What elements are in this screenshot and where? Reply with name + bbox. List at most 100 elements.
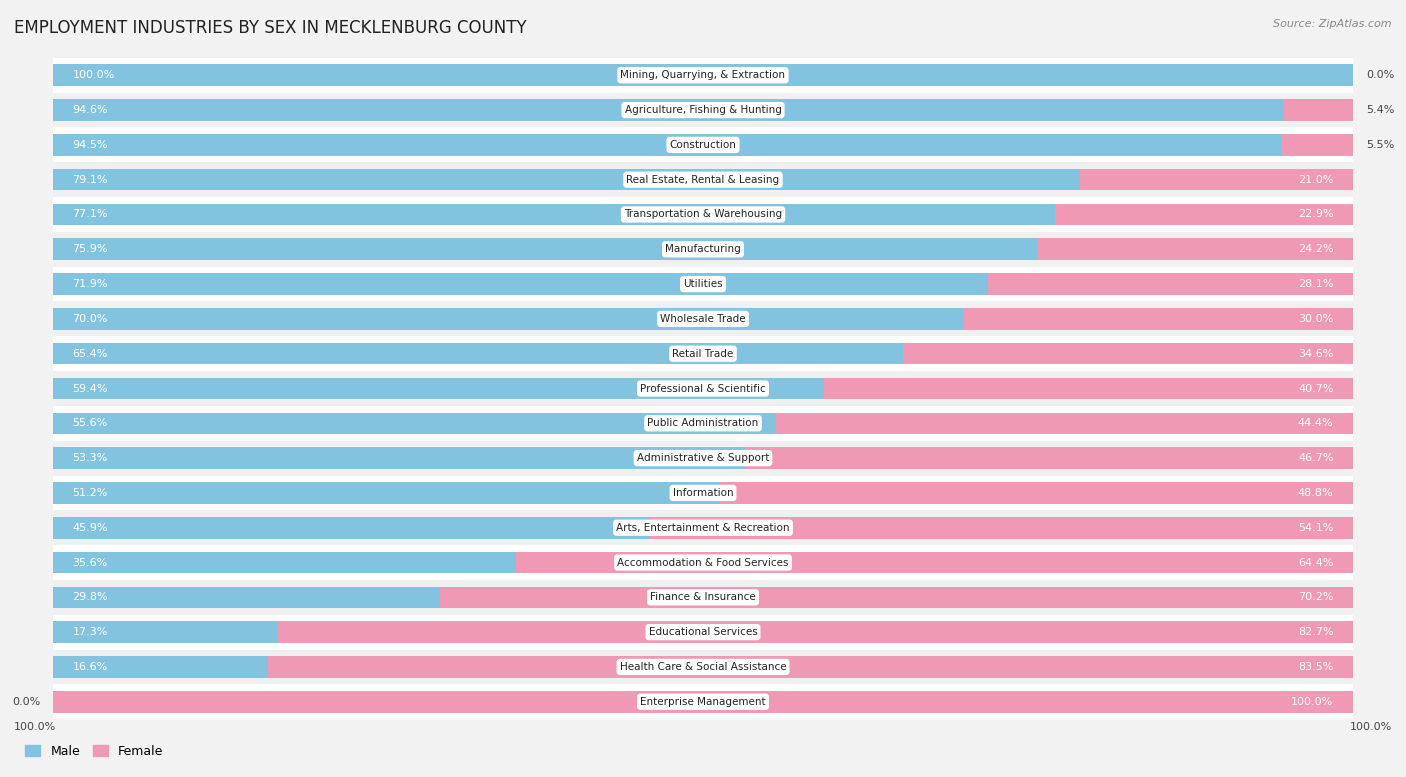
Text: Construction: Construction: [669, 140, 737, 150]
Bar: [53, 587, 1353, 608]
Bar: [53, 482, 1353, 503]
Bar: [53, 371, 1353, 406]
Bar: [903, 343, 1353, 364]
Text: 44.4%: 44.4%: [1298, 418, 1333, 428]
Text: 17.3%: 17.3%: [73, 627, 108, 637]
Text: 45.9%: 45.9%: [73, 523, 108, 533]
Text: Wholesale Trade: Wholesale Trade: [661, 314, 745, 324]
Bar: [963, 308, 1353, 329]
Bar: [53, 162, 1353, 197]
Bar: [53, 169, 1353, 190]
Bar: [53, 406, 1353, 441]
Text: Retail Trade: Retail Trade: [672, 349, 734, 359]
Bar: [53, 622, 278, 643]
Text: 70.0%: 70.0%: [73, 314, 108, 324]
Text: 46.7%: 46.7%: [1298, 453, 1333, 463]
Text: 40.7%: 40.7%: [1298, 384, 1333, 393]
Bar: [53, 64, 1353, 86]
Bar: [53, 336, 1353, 371]
Bar: [53, 308, 1353, 329]
Text: 100.0%: 100.0%: [1291, 697, 1333, 707]
Text: 75.9%: 75.9%: [73, 244, 108, 254]
Bar: [53, 343, 903, 364]
Bar: [53, 482, 718, 503]
Bar: [53, 517, 1353, 538]
Bar: [53, 615, 1353, 650]
Text: Enterprise Management: Enterprise Management: [640, 697, 766, 707]
Bar: [53, 580, 1353, 615]
Bar: [53, 517, 650, 538]
Bar: [53, 587, 440, 608]
Text: 79.1%: 79.1%: [73, 175, 108, 185]
Text: 30.0%: 30.0%: [1298, 314, 1333, 324]
Text: Public Administration: Public Administration: [647, 418, 759, 428]
Text: Source: ZipAtlas.com: Source: ZipAtlas.com: [1274, 19, 1392, 30]
Bar: [53, 127, 1353, 162]
Bar: [53, 656, 1353, 678]
Bar: [53, 169, 1081, 190]
Bar: [53, 622, 1353, 643]
Bar: [53, 476, 1353, 510]
Text: 65.4%: 65.4%: [73, 349, 108, 359]
Bar: [53, 301, 1353, 336]
Text: Accommodation & Food Services: Accommodation & Food Services: [617, 558, 789, 567]
Bar: [53, 57, 1353, 92]
Text: 55.6%: 55.6%: [73, 418, 108, 428]
Bar: [987, 274, 1353, 295]
Bar: [650, 517, 1353, 538]
Text: 21.0%: 21.0%: [1298, 175, 1333, 185]
Text: 83.5%: 83.5%: [1298, 662, 1333, 672]
Bar: [1281, 134, 1353, 155]
Text: 59.4%: 59.4%: [73, 384, 108, 393]
Bar: [53, 413, 1353, 434]
Text: Transportation & Warehousing: Transportation & Warehousing: [624, 210, 782, 219]
Bar: [53, 552, 1353, 573]
Text: 22.9%: 22.9%: [1298, 210, 1333, 219]
Bar: [776, 413, 1353, 434]
Text: 71.9%: 71.9%: [73, 279, 108, 289]
Bar: [1080, 169, 1353, 190]
Text: Administrative & Support: Administrative & Support: [637, 453, 769, 463]
Bar: [53, 441, 1353, 476]
Bar: [53, 545, 1353, 580]
Text: Educational Services: Educational Services: [648, 627, 758, 637]
Bar: [824, 378, 1353, 399]
Text: Information: Information: [672, 488, 734, 498]
Bar: [53, 448, 747, 469]
Bar: [747, 448, 1353, 469]
Text: 5.4%: 5.4%: [1367, 105, 1395, 115]
Bar: [718, 482, 1353, 503]
Text: 35.6%: 35.6%: [73, 558, 108, 567]
Text: Manufacturing: Manufacturing: [665, 244, 741, 254]
Bar: [440, 587, 1353, 608]
Bar: [53, 64, 1353, 86]
Text: 77.1%: 77.1%: [73, 210, 108, 219]
Bar: [53, 691, 1353, 713]
Bar: [53, 685, 1353, 720]
Text: 53.3%: 53.3%: [73, 453, 108, 463]
Bar: [53, 510, 1353, 545]
Bar: [53, 413, 776, 434]
Bar: [53, 691, 1353, 713]
Bar: [53, 197, 1353, 232]
Bar: [53, 204, 1353, 225]
Text: 28.1%: 28.1%: [1298, 279, 1333, 289]
Bar: [278, 622, 1353, 643]
Text: 100.0%: 100.0%: [73, 70, 115, 80]
Text: Utilities: Utilities: [683, 279, 723, 289]
Bar: [267, 656, 1353, 678]
Text: 34.6%: 34.6%: [1298, 349, 1333, 359]
Bar: [53, 239, 1039, 260]
Bar: [1056, 204, 1353, 225]
Text: Agriculture, Fishing & Hunting: Agriculture, Fishing & Hunting: [624, 105, 782, 115]
Text: 48.8%: 48.8%: [1298, 488, 1333, 498]
Bar: [1039, 239, 1353, 260]
Bar: [53, 656, 269, 678]
Text: 0.0%: 0.0%: [1367, 70, 1395, 80]
Bar: [53, 274, 987, 295]
Text: Professional & Scientific: Professional & Scientific: [640, 384, 766, 393]
Text: 54.1%: 54.1%: [1298, 523, 1333, 533]
Text: 64.4%: 64.4%: [1298, 558, 1333, 567]
Text: 100.0%: 100.0%: [14, 722, 56, 732]
Bar: [53, 99, 1353, 121]
